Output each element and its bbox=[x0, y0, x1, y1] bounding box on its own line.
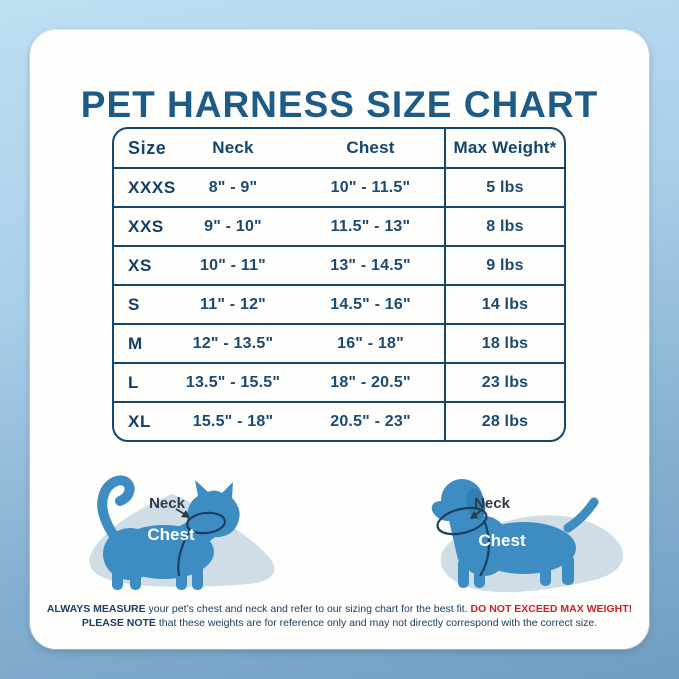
footnote-note-bold: PLEASE NOTE bbox=[81, 616, 156, 629]
header-chest: Chest bbox=[346, 138, 395, 157]
cell-neck: 13.5" - 15.5" bbox=[185, 373, 281, 391]
dog-chest-harness-line bbox=[479, 519, 490, 577]
cell-neck: 10" - 11" bbox=[200, 256, 266, 274]
table-row: L 13.5" - 15.5" 18" - 20.5" 23 lbs bbox=[114, 362, 564, 401]
cell-weight: 23 lbs bbox=[444, 364, 564, 401]
cell-chest: 13" - 14.5" bbox=[330, 256, 411, 274]
cat-chest-label: Chest bbox=[147, 525, 195, 544]
footnote-note-text: that these weights are for reference onl… bbox=[155, 616, 598, 629]
cat-measurement-diagram: Neck Chest bbox=[89, 475, 275, 590]
cell-size: XXS bbox=[128, 216, 164, 236]
cell-weight: 14 lbs bbox=[444, 286, 564, 323]
cell-size: XS bbox=[128, 255, 152, 275]
cell-size: M bbox=[128, 333, 143, 353]
cell-chest: 11.5" - 13" bbox=[330, 217, 411, 235]
cell-weight: 5 lbs bbox=[444, 169, 564, 206]
dog-neck-harness-line bbox=[436, 506, 488, 536]
cell-size: S bbox=[128, 294, 140, 314]
cell-weight: 28 lbs bbox=[444, 403, 564, 440]
header-neck: Neck bbox=[212, 138, 254, 157]
table-row: XXXS 8" - 9" 10" - 11.5" 5 lbs bbox=[114, 167, 564, 206]
cat-neck-label: Neck bbox=[149, 495, 186, 512]
footnote-measure-text: your pet’s chest and neck and refer to o… bbox=[145, 603, 471, 615]
cell-chest: 16" - 18" bbox=[337, 334, 404, 352]
table-row: XL 15.5" - 18" 20.5" - 23" 28 lbs bbox=[114, 401, 564, 440]
cat-neck-harness-line bbox=[185, 511, 227, 535]
footnote: ALWAYS MEASURE your pet’s chest and neck… bbox=[30, 603, 649, 630]
header-size: Size bbox=[128, 137, 167, 158]
dog-neck-label: Neck bbox=[474, 495, 511, 512]
size-table: Size Neck Chest Max Weight* XXXS 8" - 9"… bbox=[112, 127, 566, 442]
size-chart-card: PET HARNESS SIZE CHART Size Neck Chest M… bbox=[30, 30, 649, 649]
cell-weight: 18 lbs bbox=[444, 325, 564, 362]
dog-neck-arrowhead-icon bbox=[470, 511, 478, 519]
cat-neck-arrowhead-icon bbox=[181, 510, 190, 518]
page-title: PET HARNESS SIZE CHART bbox=[80, 84, 599, 125]
cell-chest: 18" - 20.5" bbox=[330, 373, 411, 391]
table-header-row: Size Neck Chest Max Weight* bbox=[114, 129, 564, 167]
footnote-line-1: ALWAYS MEASURE your pet’s chest and neck… bbox=[30, 603, 649, 617]
footnote-measure-bold: ALWAYS MEASURE bbox=[46, 603, 146, 615]
cell-neck: 8" - 9" bbox=[208, 178, 258, 196]
cat-silhouette bbox=[103, 480, 240, 590]
header-max-weight: Max Weight* bbox=[444, 129, 564, 167]
cell-weight: 9 lbs bbox=[444, 247, 564, 284]
cell-neck: 9" - 10" bbox=[204, 217, 262, 235]
footnote-line-2: PLEASE NOTE that these weights are for r… bbox=[30, 617, 649, 631]
dog-tail bbox=[563, 497, 599, 533]
cell-size: L bbox=[128, 372, 139, 392]
cat-chest-harness-line bbox=[177, 529, 191, 577]
footnote-warning: DO NOT EXCEED MAX WEIGHT! bbox=[470, 603, 633, 615]
dog-chest-label: Chest bbox=[478, 531, 526, 550]
table-row: XS 10" - 11" 13" - 14.5" 9 lbs bbox=[114, 245, 564, 284]
table-row: M 12" - 13.5" 16" - 18" 18 lbs bbox=[114, 323, 564, 362]
cell-neck: 11" - 12" bbox=[200, 295, 266, 313]
cell-size: XXXS bbox=[128, 177, 176, 197]
table-row: XXS 9" - 10" 11.5" - 13" 8 lbs bbox=[114, 206, 564, 245]
cat-tail bbox=[97, 475, 135, 551]
table-row: S 11" - 12" 14.5" - 16" 14 lbs bbox=[114, 284, 564, 323]
cell-chest: 20.5" - 23" bbox=[330, 412, 411, 430]
cell-size: XL bbox=[128, 411, 151, 431]
dog-measurement-diagram: Neck Chest bbox=[431, 479, 624, 593]
cell-neck: 12" - 13.5" bbox=[192, 334, 274, 352]
cell-chest: 14.5" - 16" bbox=[330, 295, 411, 313]
cell-chest: 10" - 11.5" bbox=[330, 178, 411, 196]
cell-neck: 15.5" - 18" bbox=[192, 412, 274, 430]
cell-weight: 8 lbs bbox=[444, 208, 564, 245]
